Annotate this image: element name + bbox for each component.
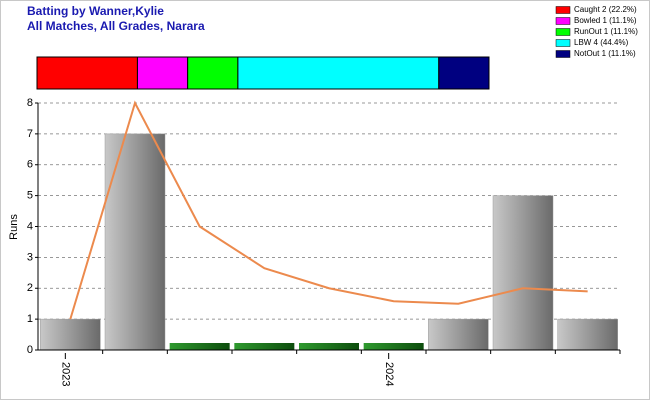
bar <box>428 318 489 351</box>
legend-label: NotOut 1 (11.1%) <box>574 49 636 58</box>
y-tick-label: 7 <box>27 128 33 140</box>
y-tick-label: 2 <box>27 282 33 294</box>
legend-swatch <box>555 17 571 25</box>
y-tick-label: 4 <box>27 220 33 232</box>
dismissal-segment <box>36 56 138 90</box>
y-tick-label: 3 <box>27 251 33 263</box>
legend-swatch <box>555 39 571 47</box>
bar <box>492 195 554 351</box>
average-line <box>69 100 588 320</box>
legend-label: RunOut 1 (11.1%) <box>574 27 638 36</box>
x-tick-label: 2023 <box>59 362 71 386</box>
dismissal-segment <box>136 56 189 90</box>
dismissal-segment <box>438 56 490 90</box>
chart-subtitle: All Matches, All Grades, Narara <box>27 19 205 33</box>
legend-label: Caught 2 (22.2%) <box>574 5 637 14</box>
y-tick-label: 8 <box>27 97 33 109</box>
bar <box>363 343 424 350</box>
bar <box>104 133 166 351</box>
legend-swatch <box>555 6 571 14</box>
bar <box>299 343 359 350</box>
bar <box>557 318 618 351</box>
dismissal-segment <box>187 56 239 90</box>
x-tick-label: 2024 <box>383 362 395 386</box>
y-tick-label: 5 <box>27 190 33 202</box>
y-tick-label: 6 <box>27 159 33 171</box>
bar <box>40 318 101 351</box>
bar <box>234 343 295 350</box>
y-axis-label: Runs <box>8 214 20 240</box>
dismissal-segment <box>237 56 440 90</box>
chart-title: Batting by Wanner,Kylie <box>27 4 164 18</box>
legend-label: LBW 4 (44.4%) <box>574 38 629 47</box>
legend-swatch <box>555 50 571 58</box>
y-tick-label: 1 <box>27 313 33 325</box>
legend-label: Bowled 1 (11.1%) <box>574 16 637 25</box>
y-tick-label: 0 <box>27 344 33 356</box>
legend-swatch <box>555 28 571 36</box>
bar <box>169 343 230 350</box>
